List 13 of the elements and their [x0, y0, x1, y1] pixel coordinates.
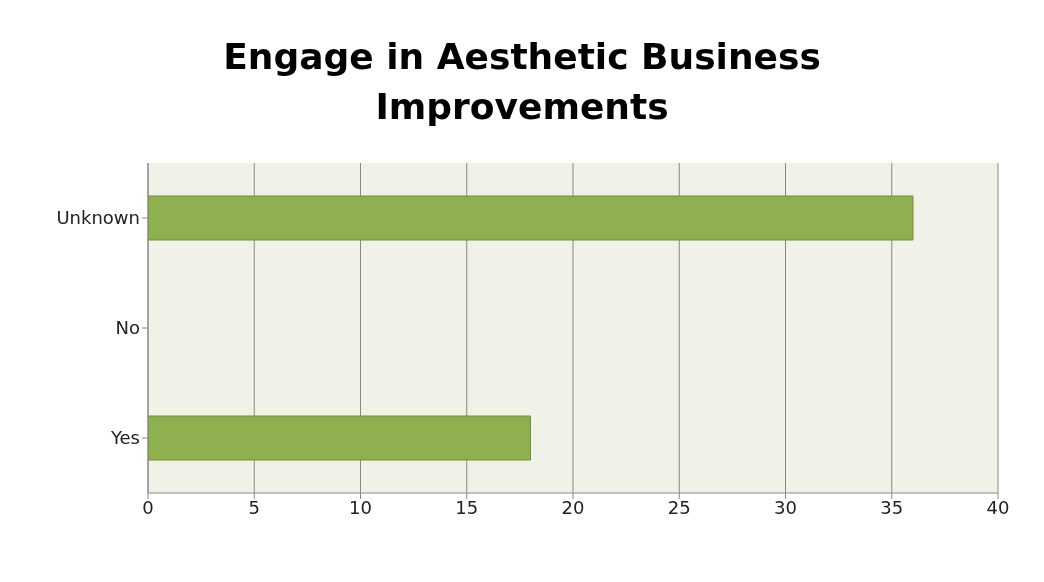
x-tick-label: 30 — [774, 496, 797, 518]
y-tick-label: Yes — [109, 427, 140, 449]
x-tick-label: 40 — [986, 496, 1010, 518]
y-tick-label: Unknown — [56, 207, 140, 229]
chart-title: Engage in Aesthetic Business Improvements — [222, 35, 822, 130]
x-tick-label: 5 — [248, 496, 260, 518]
x-tick-label: 35 — [880, 496, 904, 518]
x-tick-label: 15 — [455, 496, 479, 518]
x-tick-label: 25 — [667, 496, 691, 518]
x-tick-label: 0 — [142, 496, 154, 518]
y-tick-label: No — [115, 317, 140, 339]
x-tick-label: 20 — [561, 496, 585, 518]
x-tick-label: 10 — [349, 496, 372, 518]
